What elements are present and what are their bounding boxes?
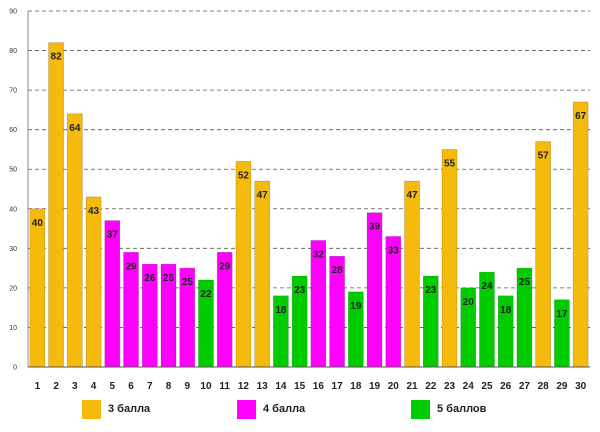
data-label-3: 64	[69, 123, 81, 134]
y-tick-label: 0	[13, 365, 17, 372]
data-label-15: 23	[294, 285, 306, 296]
data-label-21: 47	[406, 190, 418, 201]
y-tick-label: 10	[9, 325, 17, 332]
x-tick-label: 22	[425, 381, 437, 392]
x-tick-label: 23	[444, 381, 456, 392]
bar-19	[366, 212, 383, 368]
x-tick-label: 7	[147, 381, 153, 392]
bars	[29, 42, 589, 368]
x-tick-label: 14	[275, 381, 287, 392]
gridlines	[28, 10, 590, 328]
bar-30	[572, 101, 589, 368]
y-tick-label: 20	[9, 285, 17, 292]
x-tick-label: 29	[556, 381, 568, 392]
legend-item-3-balla: 3 балла	[82, 398, 150, 420]
data-label-24: 20	[463, 297, 475, 308]
data-labels: 40 82 64 43 37 29 26 26 25 22 29 52 47 18 23 32 28 19 39 33…	[32, 52, 587, 320]
legend-swatch-5-ballov	[411, 399, 430, 419]
data-label-20: 33	[388, 245, 400, 256]
x-tick-label: 30	[575, 381, 587, 392]
x-tick-label: 13	[257, 381, 269, 392]
data-label-22: 23	[425, 285, 437, 296]
x-tick-label: 26	[500, 381, 512, 392]
x-tick-label: 17	[332, 381, 344, 392]
x-tick-label: 12	[238, 381, 250, 392]
x-tick-label: 28	[538, 381, 550, 392]
data-label-12: 52	[238, 170, 250, 181]
y-tick-label: 30	[9, 246, 17, 253]
bar-28	[535, 141, 551, 368]
y-tick-label: 90	[9, 9, 17, 16]
y-tick-label: 70	[9, 88, 17, 95]
data-label-10: 22	[200, 289, 212, 300]
data-label-5: 37	[107, 230, 119, 241]
bar-1	[29, 208, 46, 368]
data-label-29: 17	[556, 309, 568, 320]
legend-item-4-balla: 4 балла	[237, 398, 305, 420]
x-tick-label: 25	[481, 381, 493, 392]
legend-label: 4 балла	[263, 403, 306, 415]
x-tick-label: 5	[110, 381, 116, 392]
y-tick-label: 80	[9, 48, 17, 55]
x-tick-label: 21	[406, 381, 418, 392]
bar-13	[254, 180, 270, 368]
data-label-30: 67	[575, 111, 587, 122]
legend-label: 3 балла	[108, 403, 151, 415]
x-tick-label: 27	[519, 381, 531, 392]
x-axis: 1 2 3 4 5 6 7 8 9 10 11 12 13 14 15 16 17 18 19 20 21 22 23 24 2…	[28, 366, 590, 392]
data-label-2: 82	[51, 52, 63, 63]
data-label-16: 32	[313, 249, 325, 260]
y-tick-label: 40	[9, 206, 17, 213]
x-tick-label: 15	[294, 381, 306, 392]
x-tick-label: 9	[184, 381, 190, 392]
data-label-25: 24	[481, 281, 493, 292]
bar-4	[85, 196, 102, 368]
data-label-8: 26	[163, 273, 175, 284]
data-label-1: 40	[32, 218, 44, 229]
x-tick-label: 11	[219, 381, 230, 392]
bar-2	[48, 42, 64, 368]
x-tick-label: 3	[72, 381, 78, 392]
data-label-27: 25	[519, 277, 531, 288]
data-label-11: 29	[219, 261, 231, 272]
x-tick-label: 8	[166, 381, 172, 392]
x-tick-label: 1	[35, 381, 41, 392]
data-label-7: 26	[144, 273, 156, 284]
data-label-17: 28	[332, 265, 344, 276]
x-tick-label: 16	[313, 381, 325, 392]
legend-item-5-ballov: 5 баллов	[411, 398, 486, 420]
x-tick-label: 4	[91, 381, 97, 392]
bar-5	[104, 220, 121, 368]
bar-3	[67, 113, 83, 368]
data-label-19: 39	[369, 222, 381, 233]
x-tick-label: 2	[53, 381, 59, 392]
x-tick-label: 24	[463, 381, 475, 392]
data-label-4: 43	[88, 206, 100, 217]
x-tick-label: 6	[128, 381, 134, 392]
x-tick-label: 19	[369, 381, 381, 392]
bar-21	[404, 180, 420, 368]
legend-swatch-4-balla	[237, 399, 256, 419]
y-axis: 0 10 20 30 40 50 60 70 80 90	[9, 9, 29, 372]
data-label-23: 55	[444, 158, 456, 169]
legend-label: 5 баллов	[437, 403, 487, 415]
data-label-9: 25	[182, 277, 194, 288]
x-tick-label: 10	[200, 381, 212, 392]
y-tick-label: 60	[9, 127, 17, 134]
data-label-13: 47	[257, 190, 269, 201]
x-tick-label: 20	[388, 381, 400, 392]
x-tick-label: 18	[350, 381, 362, 392]
data-label-26: 18	[500, 305, 512, 316]
data-label-18: 19	[350, 301, 362, 312]
data-label-14: 18	[275, 305, 287, 316]
bar-12	[235, 161, 252, 368]
legend-swatch-3-balla	[82, 399, 101, 419]
data-label-6: 29	[125, 261, 137, 272]
y-tick-label: 50	[9, 167, 17, 174]
data-label-28: 57	[538, 151, 550, 162]
bar-23	[441, 149, 458, 368]
